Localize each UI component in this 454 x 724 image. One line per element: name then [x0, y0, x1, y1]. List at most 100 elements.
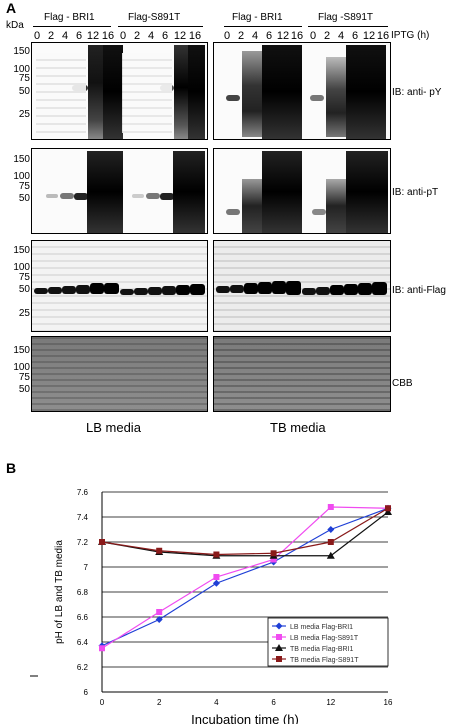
lane-label: 4	[251, 30, 259, 42]
x-tick-label: 2	[157, 698, 162, 707]
lane-label: 2	[133, 30, 141, 42]
blot-band	[230, 285, 244, 293]
blot-lb-anti-py	[31, 42, 208, 140]
data-point-square	[385, 505, 391, 512]
lane-label: 0	[33, 30, 41, 42]
blot-tb-anti-pt	[213, 148, 391, 234]
ib-label-cbb: CBB	[392, 378, 413, 389]
chart-gridlines	[102, 491, 388, 693]
blot-band	[344, 284, 358, 295]
blot-smear	[173, 151, 205, 233]
blot-smear	[87, 151, 123, 233]
group-label-tb-bri1: Flag - BRI1	[232, 12, 283, 23]
lane-label: 16	[376, 30, 390, 42]
blot-band	[226, 95, 240, 101]
mw-label: 100	[13, 171, 30, 182]
blot-band	[302, 288, 316, 295]
blot-band	[216, 286, 230, 293]
chart-tick-labels: 6 6.2 6.4 6.6 6.8 7 7.2 7.4 7.6 0 2 4 6 12 16	[77, 488, 393, 707]
data-point-square	[99, 539, 105, 545]
data-point-diamond	[327, 526, 335, 533]
data-point-square	[213, 551, 220, 558]
y-tick-label: 6.8	[77, 588, 89, 597]
y-axis-label: pH of LB and TB media	[54, 540, 65, 644]
y-tick-label: 6	[84, 688, 89, 697]
blot-band	[146, 193, 160, 199]
data-point-diamond	[275, 622, 283, 630]
series-line	[101, 511, 389, 557]
blot-band	[134, 288, 148, 295]
blot-smear	[174, 45, 190, 139]
data-point-square	[327, 504, 334, 510]
mw-label: 75	[18, 372, 30, 383]
blot-band	[372, 282, 387, 295]
y-tick-label: 7.4	[77, 513, 89, 522]
lane-label: 0	[223, 30, 231, 42]
mw-label: 50	[18, 86, 30, 97]
legend-entry-label: TB media Flag-S891T	[290, 657, 359, 664]
blot-band	[62, 286, 76, 294]
blot-band	[132, 194, 144, 198]
x-tick-label: 16	[384, 698, 393, 707]
y-tick-label: 7.6	[77, 488, 89, 497]
media-label-tb: TB media	[270, 420, 326, 435]
blot-band	[34, 288, 48, 294]
group-underline	[33, 26, 111, 27]
series-group	[99, 505, 391, 558]
mw-label: 50	[18, 193, 30, 204]
chart-axes	[30, 492, 388, 693]
mw-label: 150	[13, 345, 30, 356]
blot-band	[316, 287, 330, 295]
blot-band	[76, 285, 90, 294]
group-label-tb-s891t: Flag -S891T	[318, 12, 374, 23]
data-point-square	[327, 539, 334, 545]
blot-band	[148, 287, 162, 295]
blot-band	[160, 193, 174, 200]
data-point-square	[270, 550, 277, 557]
mw-label: 75	[18, 272, 30, 283]
mw-label: 150	[13, 46, 30, 57]
data-point-triangle	[326, 551, 335, 559]
y-tick-label: 7	[84, 563, 89, 572]
blot-band	[162, 286, 176, 295]
blot-band	[286, 281, 301, 295]
blot-tb-cbb	[213, 336, 391, 412]
blot-tb-anti-flag	[213, 240, 391, 332]
ib-label-anti-flag: IB: anti-Flag	[392, 285, 446, 296]
series-line	[101, 507, 389, 647]
mw-label: 25	[18, 109, 30, 120]
mw-label: 100	[13, 64, 30, 75]
mw-label: 150	[13, 245, 30, 256]
lane-label: 0	[119, 30, 127, 42]
blot-smear	[346, 151, 388, 233]
blot-background	[36, 53, 86, 133]
blot-band	[312, 209, 326, 215]
mw-label: 25	[18, 308, 30, 319]
legend-entry-label: LB media Flag-S891T	[290, 635, 359, 642]
ib-label-anti-pt: IB: anti-pT	[392, 187, 439, 198]
data-point-diamond	[155, 616, 163, 623]
mw-label: 100	[13, 362, 30, 373]
blot-band	[120, 289, 134, 295]
blot-band	[48, 287, 62, 294]
blot-band	[74, 193, 88, 200]
blot-smear	[326, 179, 346, 233]
iptg-label: IPTG (h)	[391, 30, 430, 41]
series-group	[98, 508, 392, 559]
series-line	[101, 506, 389, 649]
blot-band	[104, 283, 119, 294]
x-tick-label: 12	[326, 698, 335, 707]
group-underline	[224, 26, 302, 27]
data-point-diamond	[212, 579, 220, 587]
y-tick-label: 6.2	[77, 663, 89, 672]
blot-band	[90, 283, 104, 294]
lane-label: 6	[351, 30, 359, 42]
blot-band	[272, 281, 286, 294]
y-tick-label: 6.4	[77, 638, 89, 647]
lane-label: 6	[161, 30, 169, 42]
lane-label: 12	[86, 30, 100, 42]
blot-smear	[262, 45, 302, 139]
blot-band	[190, 284, 205, 295]
data-point-square	[99, 645, 105, 652]
lane-label: 4	[61, 30, 69, 42]
